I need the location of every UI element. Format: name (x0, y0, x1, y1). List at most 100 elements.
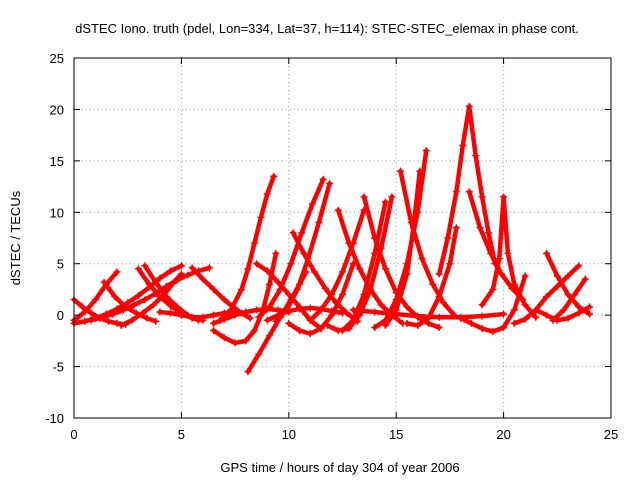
data-point-marker (424, 314, 432, 322)
data-point-marker (250, 239, 258, 247)
data-point-marker (274, 278, 282, 286)
data-point-marker (210, 311, 218, 319)
data-point-marker (128, 316, 136, 324)
data-track (403, 224, 460, 329)
data-point-marker (366, 285, 374, 293)
x-tick-label: 0 (70, 427, 77, 442)
data-point-marker (285, 291, 293, 299)
data-point-marker (113, 319, 121, 327)
data-point-marker (242, 337, 250, 345)
data-point-marker (345, 239, 353, 247)
data-point-marker (270, 172, 278, 180)
data-point-marker (300, 249, 308, 257)
data-point-marker (452, 188, 460, 196)
data-point-marker (87, 316, 95, 324)
data-point-marker (81, 308, 89, 316)
data-point-marker (575, 262, 583, 270)
data-point-marker (510, 280, 518, 288)
data-point-marker (188, 313, 196, 321)
data-track (478, 193, 540, 321)
data-point-marker (581, 275, 589, 283)
data-track (255, 175, 327, 321)
data-point-marker (238, 285, 246, 293)
y-tick-label: 0 (57, 308, 64, 323)
data-point-marker (205, 264, 213, 272)
data-point-marker (560, 306, 568, 314)
data-point-marker (265, 332, 273, 340)
data-point-marker (543, 311, 551, 319)
x-tick-label: 20 (496, 427, 510, 442)
data-point-marker (334, 206, 342, 214)
data-point-marker (263, 190, 271, 198)
data-point-marker (255, 313, 263, 321)
data-point-marker (510, 319, 518, 327)
data-point-marker (343, 309, 351, 317)
data-point-marker (495, 255, 503, 263)
data-point-marker (371, 323, 379, 331)
chart-title: dSTEC Iono. truth (pdel, Lon=334, Lat=37… (75, 21, 579, 36)
data-track (285, 260, 357, 338)
data-point-marker (293, 285, 301, 293)
data-point-marker (306, 304, 314, 312)
data-point-marker (91, 296, 99, 304)
data-track (70, 262, 185, 327)
y-tick-label: -5 (52, 360, 64, 375)
data-point-marker (145, 280, 153, 288)
track-line (550, 276, 588, 323)
data-point-marker (444, 234, 452, 242)
data-point-marker (265, 303, 273, 311)
data-track (532, 303, 594, 324)
data-point-marker (298, 229, 306, 237)
data-point-marker (109, 310, 117, 318)
data-point-marker (497, 270, 505, 278)
data-point-marker (246, 314, 254, 322)
data-point-marker (296, 303, 304, 311)
data-point-marker (564, 272, 572, 280)
x-tick-label: 10 (282, 427, 296, 442)
y-tick-label: 20 (50, 102, 64, 117)
data-point-marker (360, 193, 368, 201)
data-point-marker (231, 339, 239, 347)
data-point-marker (465, 188, 473, 196)
data-point-marker (521, 301, 529, 309)
data-point-marker (500, 310, 508, 318)
data-point-marker (296, 327, 304, 335)
data-point-marker (79, 303, 87, 311)
data-point-marker (326, 179, 334, 187)
data-point-marker (564, 291, 572, 299)
data-point-marker (396, 167, 404, 175)
data-point-marker (308, 200, 316, 208)
data-point-marker (306, 330, 314, 338)
data-point-marker (553, 282, 561, 290)
data-point-marker (371, 308, 379, 316)
data-point-marker (549, 316, 557, 324)
data-point-marker (134, 265, 142, 273)
data-point-marker (272, 317, 280, 325)
data-point-marker (446, 260, 454, 268)
track-line (479, 194, 539, 320)
data-point-marker (162, 293, 170, 301)
data-point-marker (152, 278, 160, 286)
data-point-marker (244, 265, 252, 273)
data-point-marker (220, 296, 228, 304)
data-point-marker (435, 270, 443, 278)
data-point-marker (349, 306, 357, 314)
data-point-marker (476, 224, 484, 232)
data-point-marker (553, 272, 561, 280)
data-point-marker (414, 321, 422, 329)
y-tick-label: 10 (50, 205, 64, 220)
data-point-marker (272, 249, 280, 257)
data-point-marker (177, 311, 185, 319)
data-point-marker (452, 224, 460, 232)
track-line (372, 148, 429, 330)
data-point-marker (244, 368, 252, 376)
data-point-marker (521, 315, 529, 323)
axis-ticks: 0 5 10 15 20 25 -10 -5 0 5 10 15 20 25 (45, 51, 618, 442)
data-point-marker (377, 301, 385, 309)
data-point-marker (87, 309, 95, 317)
data-point-marker (403, 319, 411, 327)
data-point-marker (265, 280, 273, 288)
data-point-marker (489, 328, 497, 336)
data-point-marker (156, 293, 164, 301)
